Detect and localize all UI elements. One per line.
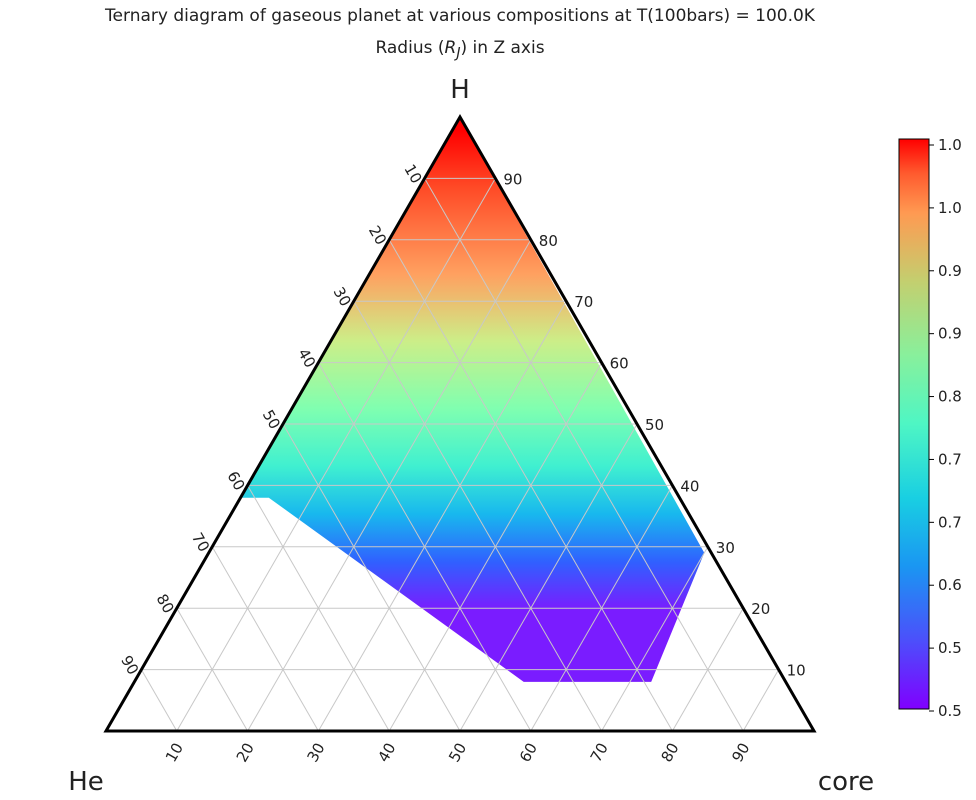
subtitle-prefix: Radius ( <box>375 38 445 58</box>
grid-line-he <box>353 300 603 732</box>
grid-line-core <box>459 423 638 732</box>
colorbar-gradient <box>898 138 930 710</box>
subtitle-var: R <box>444 38 457 58</box>
tick-label-bottom: 70 <box>587 740 612 766</box>
grid-line-he <box>140 669 178 732</box>
subtitle-sub: J <box>456 45 461 62</box>
tick-label-right: 70 <box>574 293 593 311</box>
data-region-layer <box>240 117 705 682</box>
data-region <box>240 117 705 682</box>
grid-line-core <box>601 546 709 732</box>
tick-label-bottom: 20 <box>233 740 258 766</box>
tick-label-right: 40 <box>680 477 699 495</box>
colorbar-tick-label: 0.9 <box>938 262 962 280</box>
tick-label-bottom: 90 <box>728 740 753 766</box>
corner-label-he: He <box>68 767 104 797</box>
grid-layer <box>140 177 780 732</box>
grid-line-he <box>176 607 249 732</box>
chart-title: Ternary diagram of gaseous planet at var… <box>105 6 815 26</box>
tick-label-right: 50 <box>645 416 664 434</box>
grid-line-core <box>742 669 780 732</box>
tick-label-right: 20 <box>751 600 770 618</box>
triangle-frame-layer <box>103 113 817 733</box>
corner-label-h: H <box>450 75 470 105</box>
grid-line-he <box>211 546 319 732</box>
colorbar-tick-label: 0.7 <box>938 450 962 468</box>
tick-label-bottom: 30 <box>304 740 329 766</box>
tick-label-bottom: 80 <box>658 740 683 766</box>
colorbar-tick-label: 0.8 <box>938 388 962 406</box>
colorbar-tick-label: 1.0 <box>938 199 962 217</box>
colorbar: 1.0 1.0 0.9 0.9 0.8 0.7 0.7 0.6 0.5 0.5 <box>898 136 962 720</box>
chart-subtitle: Radius (RJ) in Z axis <box>0 38 920 61</box>
colorbar-tick-label: 0.5 <box>938 702 962 720</box>
grid-line-he <box>282 423 461 732</box>
colorbar-tick-label: 0.7 <box>938 513 962 531</box>
corner-label-core: core <box>818 767 874 797</box>
grid-line-core <box>176 178 496 732</box>
subtitle-suffix: ) in Z axis <box>460 38 545 58</box>
tick-label-bottom: 40 <box>374 740 399 766</box>
colorbar-tick-label: 0.6 <box>938 576 962 594</box>
tick-label-right: 30 <box>716 539 735 557</box>
tick-label-right: 10 <box>787 662 806 680</box>
tick-label-right: 60 <box>610 355 629 373</box>
tick-label-bottom: 60 <box>516 740 541 766</box>
colorbar-tick-label: 1.0 <box>938 136 962 154</box>
colorbar-tick-label: 0.9 <box>938 325 962 343</box>
tick-label-bottom: 50 <box>445 740 470 766</box>
grid-line-core <box>530 485 673 732</box>
triangle-frame <box>103 113 817 733</box>
grid-line-core <box>671 607 744 732</box>
colorbar-tick-label: 0.5 <box>938 639 962 657</box>
tick-label-bottom: 10 <box>162 740 187 766</box>
grid-line-he <box>247 485 390 732</box>
tick-label-right: 80 <box>539 232 558 250</box>
grid-line-core <box>317 300 567 732</box>
tick-label-right: 90 <box>503 170 522 188</box>
grid-line-he <box>424 178 744 732</box>
